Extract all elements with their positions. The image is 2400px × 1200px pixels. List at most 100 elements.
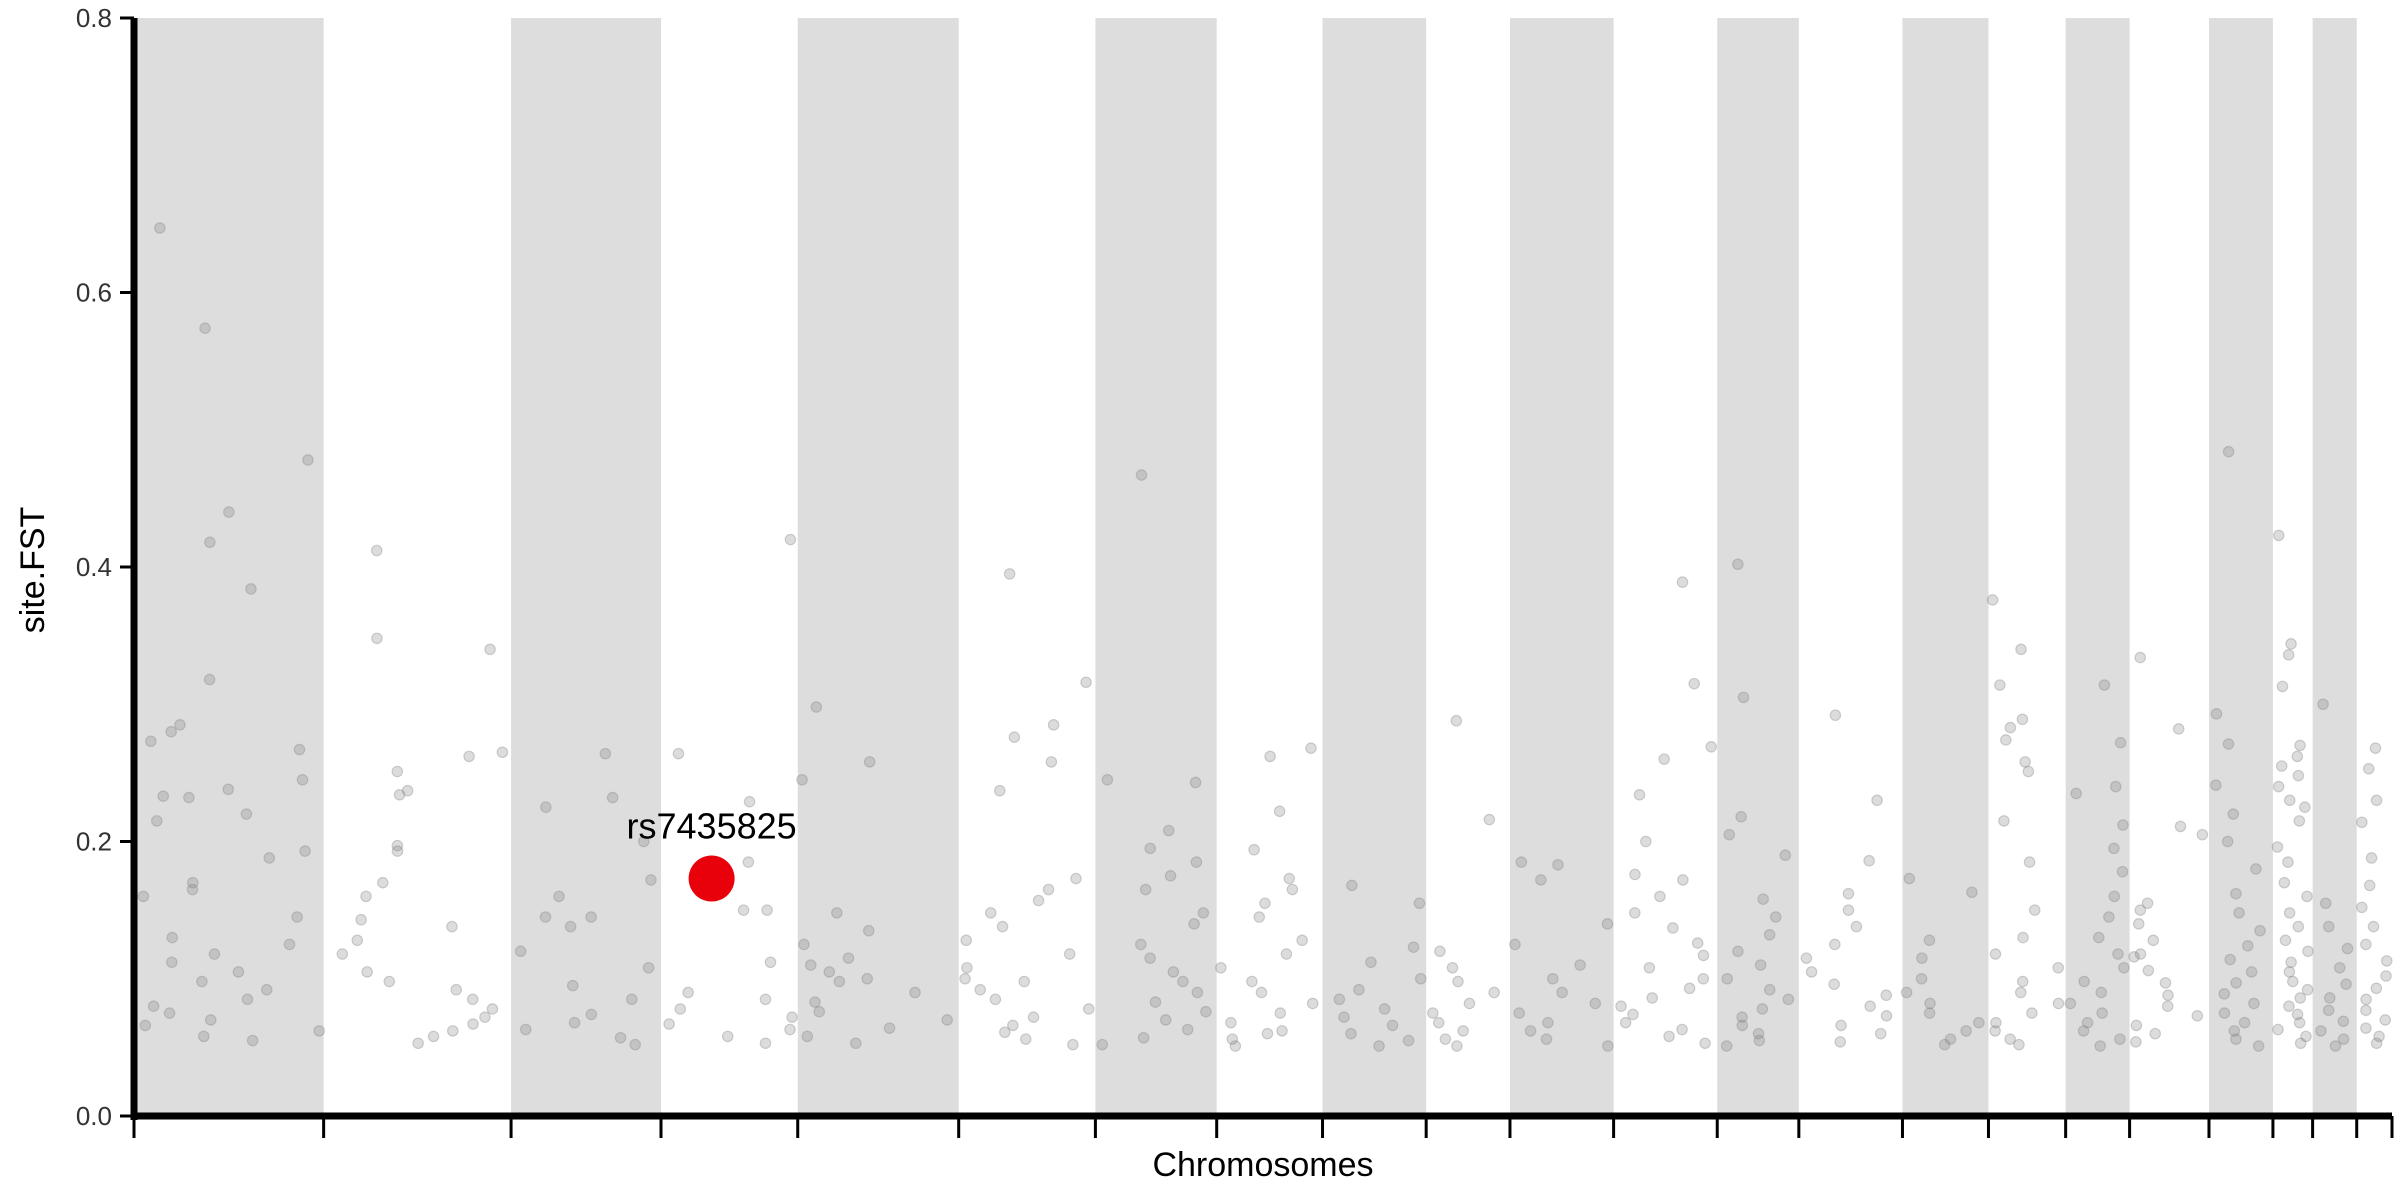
data-point xyxy=(1800,952,1813,964)
data-point xyxy=(1754,959,1767,971)
data-point xyxy=(2315,1025,2327,1037)
data-point xyxy=(1756,1003,1769,1015)
data-point xyxy=(1164,870,1177,882)
data-point xyxy=(391,839,404,852)
data-point xyxy=(151,815,163,827)
data-point xyxy=(1699,1037,1711,1050)
data-point xyxy=(2369,742,2382,754)
data-point xyxy=(245,583,257,595)
data-point xyxy=(1990,1016,2002,1029)
data-point xyxy=(1697,972,1710,985)
data-point xyxy=(2380,955,2393,967)
data-point xyxy=(1225,1016,1237,1029)
data-point xyxy=(2285,638,2297,650)
data-point xyxy=(759,993,772,1006)
data-point xyxy=(861,972,874,985)
data-point xyxy=(1045,756,1058,768)
data-point xyxy=(1047,719,1060,731)
data-point xyxy=(2323,992,2336,1004)
data-point xyxy=(1938,1038,1951,1051)
data-point xyxy=(2081,1016,2094,1029)
data-point xyxy=(204,1014,217,1026)
chromosome-band-9 xyxy=(1322,18,1427,1116)
data-point xyxy=(996,920,1009,933)
data-point xyxy=(1018,975,1031,988)
data-point xyxy=(1763,929,1776,941)
data-point xyxy=(2272,780,2285,793)
data-point xyxy=(198,1030,210,1043)
data-point xyxy=(223,506,235,518)
data-point xyxy=(2028,904,2041,916)
data-point xyxy=(1144,952,1156,964)
data-point xyxy=(784,1023,796,1036)
data-point xyxy=(1008,731,1021,743)
data-point xyxy=(1414,972,1427,985)
data-point xyxy=(2282,856,2294,868)
data-point xyxy=(2329,1040,2342,1052)
data-point xyxy=(1966,886,1978,899)
data-point xyxy=(2224,953,2236,966)
data-point xyxy=(1139,883,1152,896)
data-point xyxy=(1683,982,1696,995)
data-point xyxy=(1880,1010,1893,1022)
data-point xyxy=(1602,1040,1614,1052)
data-point xyxy=(2293,815,2306,827)
data-point xyxy=(1769,911,1782,923)
data-point xyxy=(1135,469,1148,481)
data-point xyxy=(833,975,846,988)
data-point xyxy=(1345,1027,1357,1040)
data-point xyxy=(2319,897,2332,910)
data-point xyxy=(1181,1023,1194,1036)
data-point xyxy=(293,743,306,756)
data-point xyxy=(2294,1037,2307,1050)
data-point xyxy=(2228,1025,2241,1037)
data-point xyxy=(2218,1007,2231,1019)
data-point xyxy=(1096,1038,1109,1051)
data-point xyxy=(1654,890,1666,903)
data-point xyxy=(1137,1031,1150,1044)
data-point xyxy=(263,852,276,864)
data-point xyxy=(1070,872,1082,885)
data-point xyxy=(479,1011,491,1023)
data-point xyxy=(186,883,199,896)
data-point xyxy=(1688,677,1701,690)
data-point xyxy=(1515,856,1528,868)
data-point xyxy=(2286,975,2299,988)
data-point xyxy=(2340,978,2352,991)
data-point xyxy=(599,747,612,760)
data-point xyxy=(1451,1040,1463,1052)
data-point xyxy=(2291,1008,2304,1021)
data-point xyxy=(1874,1027,1887,1040)
data-point xyxy=(1574,959,1586,971)
data-point xyxy=(2362,762,2375,775)
data-point xyxy=(862,924,875,937)
data-point xyxy=(2276,680,2289,693)
data-point xyxy=(2370,1037,2383,1050)
data-point xyxy=(2245,966,2258,978)
data-point xyxy=(2248,997,2260,1010)
data-point xyxy=(1197,907,1210,919)
data-point xyxy=(446,1025,459,1037)
data-point xyxy=(553,890,565,903)
data-point xyxy=(2291,750,2304,763)
data-point xyxy=(721,1030,734,1043)
data-point xyxy=(2271,841,2284,853)
data-point xyxy=(629,1038,641,1051)
data-point xyxy=(1676,576,1689,588)
data-point xyxy=(1042,883,1055,896)
data-point xyxy=(1552,859,1564,871)
data-point xyxy=(2052,961,2064,974)
data-point xyxy=(1427,1007,1439,1019)
data-point xyxy=(2019,756,2031,768)
data-point xyxy=(1276,1025,1288,1037)
data-point xyxy=(370,544,383,557)
data-point xyxy=(2337,1015,2350,1028)
data-point xyxy=(1835,1019,1847,1032)
data-point xyxy=(1737,691,1750,704)
data-point xyxy=(393,789,406,801)
data-point xyxy=(1144,842,1157,855)
data-point xyxy=(989,993,1002,1006)
data-point xyxy=(2147,934,2160,947)
data-point xyxy=(1663,1030,1675,1043)
data-point xyxy=(1753,1034,1766,1047)
